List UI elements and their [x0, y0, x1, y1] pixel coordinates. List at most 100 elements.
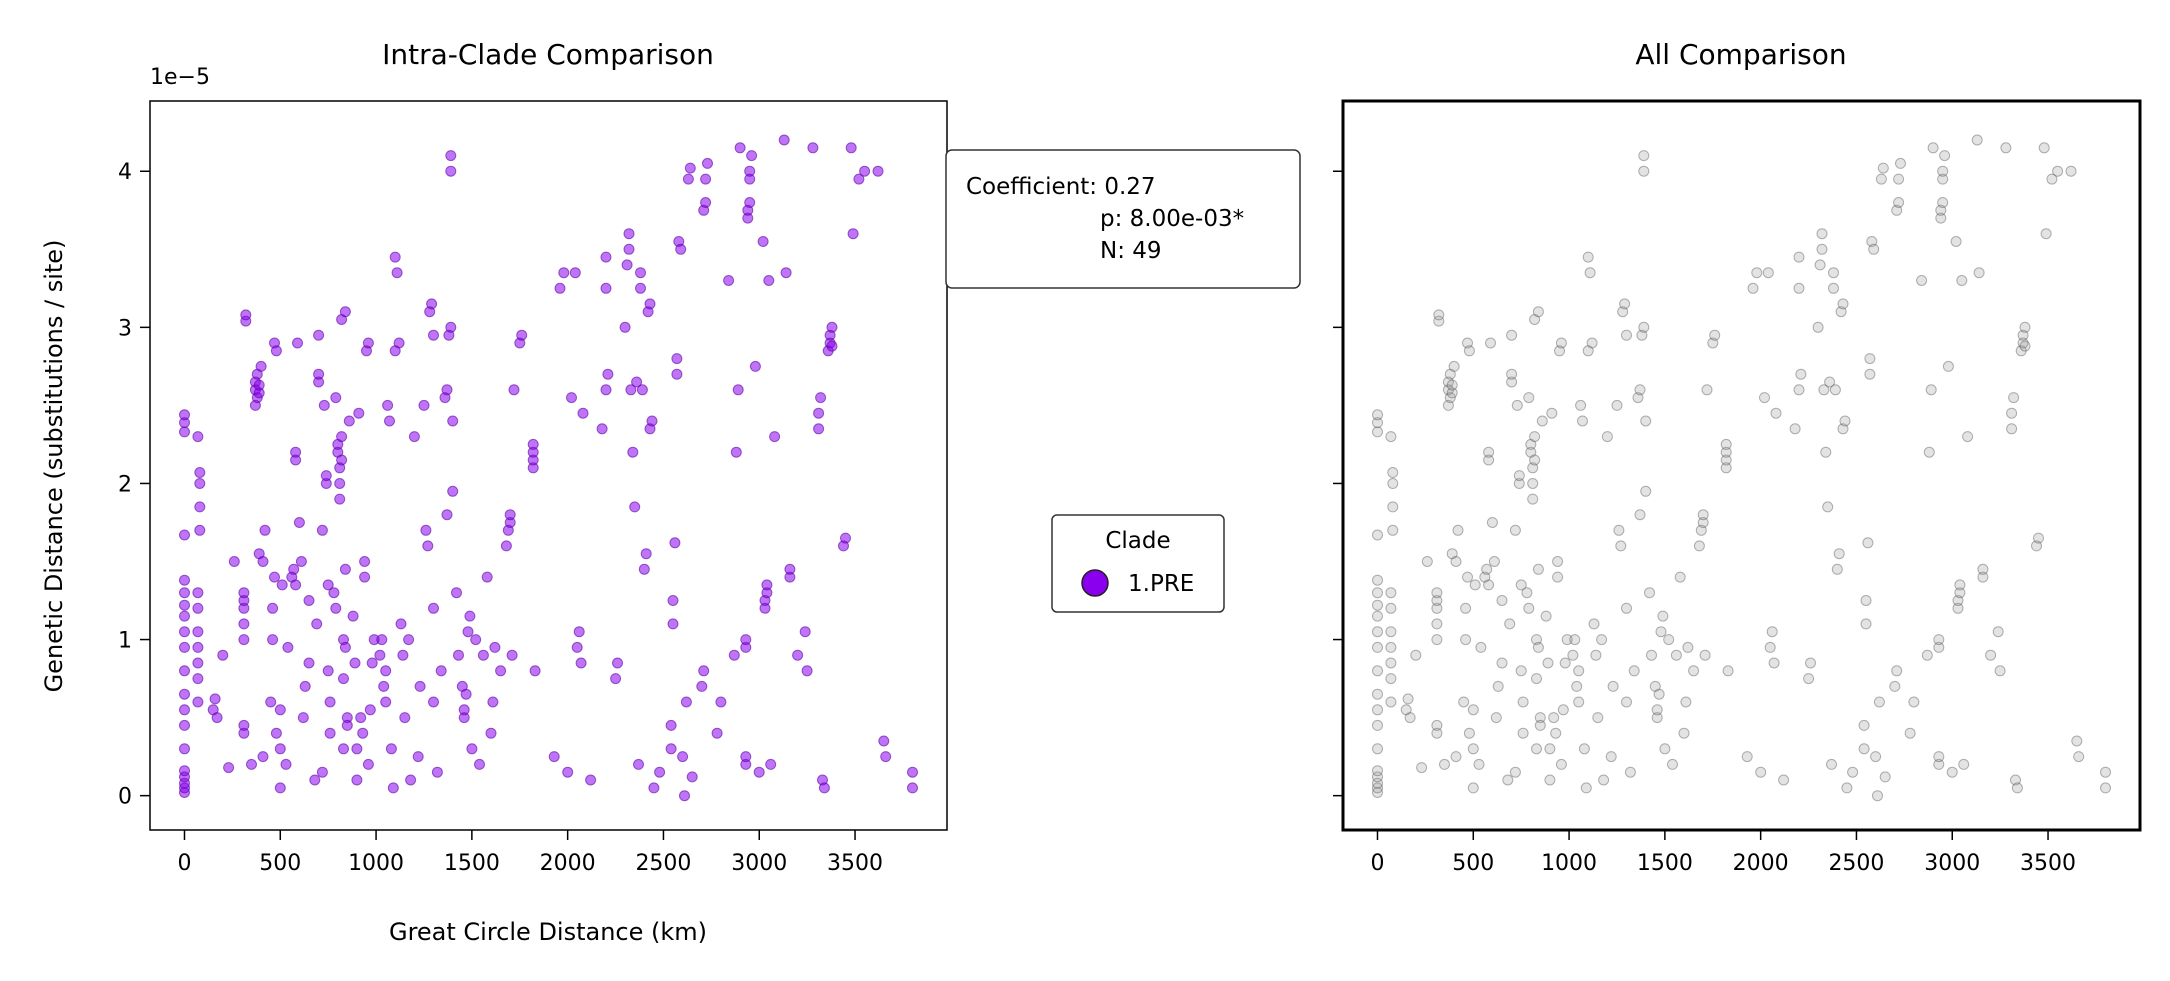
right-scatter-point	[1971, 134, 1983, 146]
left-scatter-point	[629, 501, 641, 513]
right-scatter-point	[1372, 771, 1383, 783]
right-x-tick-label: 500	[1452, 851, 1494, 876]
left-y-tick-label: 2	[118, 472, 132, 497]
left-scatter-point	[246, 758, 257, 770]
left-scatter-point	[573, 626, 585, 638]
left-scatter-point	[179, 641, 190, 653]
left-scatter-point	[238, 587, 250, 599]
left-x-tick-label: 0	[177, 851, 191, 876]
left-scatter-point	[907, 766, 918, 778]
left-scatter-point	[665, 743, 677, 755]
left-scatter-point	[334, 493, 346, 505]
right-scatter-point	[1793, 251, 1805, 263]
left-scatter-point	[441, 384, 453, 396]
left-scatter-point	[299, 680, 311, 692]
left-scatter-point	[602, 368, 614, 380]
right-scatter-point	[1458, 696, 1470, 708]
left-scatter-point	[631, 376, 643, 388]
right-scatter-point	[1891, 204, 1903, 216]
left-scatter-point	[600, 251, 612, 263]
left-x-axis: 0 500 1000 1500 2000 2500 3000 3500	[177, 830, 883, 876]
left-scatter-point	[677, 751, 689, 763]
right-scatter-point	[1444, 392, 1456, 404]
left-scatter-point	[192, 641, 204, 653]
right-scatter-point	[1889, 680, 1901, 692]
left-scatter-point	[619, 321, 631, 333]
left-scatter-point	[420, 524, 432, 536]
right-scatter-point	[1387, 524, 1399, 536]
right-scatter-point	[1795, 368, 1807, 380]
left-scatter-point	[257, 556, 269, 567]
left-scatter-point	[238, 618, 250, 630]
left-scatter-point	[270, 345, 282, 357]
right-scatter-point	[1613, 524, 1625, 536]
right-scatter-point	[1937, 165, 1949, 177]
right-scatter-point	[2006, 423, 2018, 435]
left-scatter-point	[194, 524, 206, 536]
right-scatter-point	[1893, 197, 1905, 208]
right-scatter-point	[1701, 384, 1713, 396]
left-scatter-point	[179, 587, 190, 599]
right-scatter-point	[1722, 665, 1734, 677]
right-scatter-point	[1778, 774, 1790, 786]
right-scatter-point	[1923, 446, 1935, 458]
right-scatter-point	[1619, 298, 1631, 310]
right-scatter-point	[1866, 236, 1878, 247]
right-scatter-point	[1582, 251, 1594, 263]
left-scatter-point	[682, 173, 694, 185]
right-scatter-point	[1841, 782, 1853, 794]
right-scatter-point	[1764, 641, 1776, 653]
left-scatter-point	[217, 649, 229, 661]
right-scatter-point	[1546, 407, 1558, 419]
right-scatter-point	[1992, 626, 2004, 638]
right-scatter-point	[2065, 165, 2077, 177]
right-plot-frame	[1341, 99, 2142, 832]
right-scatter-point	[1439, 758, 1450, 770]
right-scatter-point	[1433, 315, 1445, 327]
right-scatter-point	[1904, 727, 1916, 739]
left-scatter-point	[336, 454, 348, 466]
right-scatter-point	[1515, 579, 1527, 591]
right-scatter-point	[1573, 665, 1585, 677]
right-scatter-point	[1816, 228, 1828, 240]
y-multiplier-label: 1e−5	[150, 65, 210, 90]
right-x-tick-label: 1500	[1637, 851, 1693, 876]
left-scatter-point	[179, 719, 190, 731]
left-scatter-point	[395, 618, 407, 630]
right-scatter-point	[1762, 267, 1774, 279]
right-scatter-point	[1385, 641, 1397, 653]
right-scatter-point	[1720, 462, 1732, 474]
right-scatter-point	[1847, 766, 1859, 778]
right-scatter-point	[1511, 399, 1523, 411]
left-scatter-point	[635, 282, 646, 294]
right-scatter-point	[1937, 173, 1949, 185]
right-scatter-point	[1421, 556, 1433, 567]
right-scatter-point	[1372, 599, 1383, 611]
right-scatter-point	[1506, 368, 1518, 380]
right-scatter-point	[1586, 337, 1598, 349]
right-scatter-point	[1837, 298, 1849, 310]
right-scatter-point	[1697, 509, 1709, 521]
right-scatter-point	[2040, 228, 2052, 240]
left-scatter-point	[179, 626, 190, 638]
right-scatter-point	[1751, 267, 1763, 279]
right-scatter-point	[1680, 696, 1692, 708]
left-scatter-point	[362, 758, 374, 770]
left-scatter-point	[464, 610, 476, 622]
left-x-tick-label: 2000	[540, 851, 596, 876]
right-scatter-point	[1826, 758, 1837, 770]
right-scatter-point	[1958, 758, 1970, 770]
right-scatter-point	[1709, 329, 1721, 341]
left-scatter-point	[330, 602, 342, 614]
right-scatter-point	[1479, 571, 1491, 583]
right-scatter-point	[1448, 360, 1460, 372]
left-scatter-point	[715, 696, 727, 708]
left-scatter-point	[267, 634, 279, 646]
left-scatter-point	[349, 657, 361, 669]
left-scatter-point	[761, 579, 773, 591]
left-scatter-point	[489, 641, 501, 653]
right-scatter-point	[1496, 657, 1508, 669]
left-scatter-point	[451, 587, 462, 599]
left-scatter-point	[610, 673, 622, 685]
right-scatter-point	[1693, 540, 1705, 552]
